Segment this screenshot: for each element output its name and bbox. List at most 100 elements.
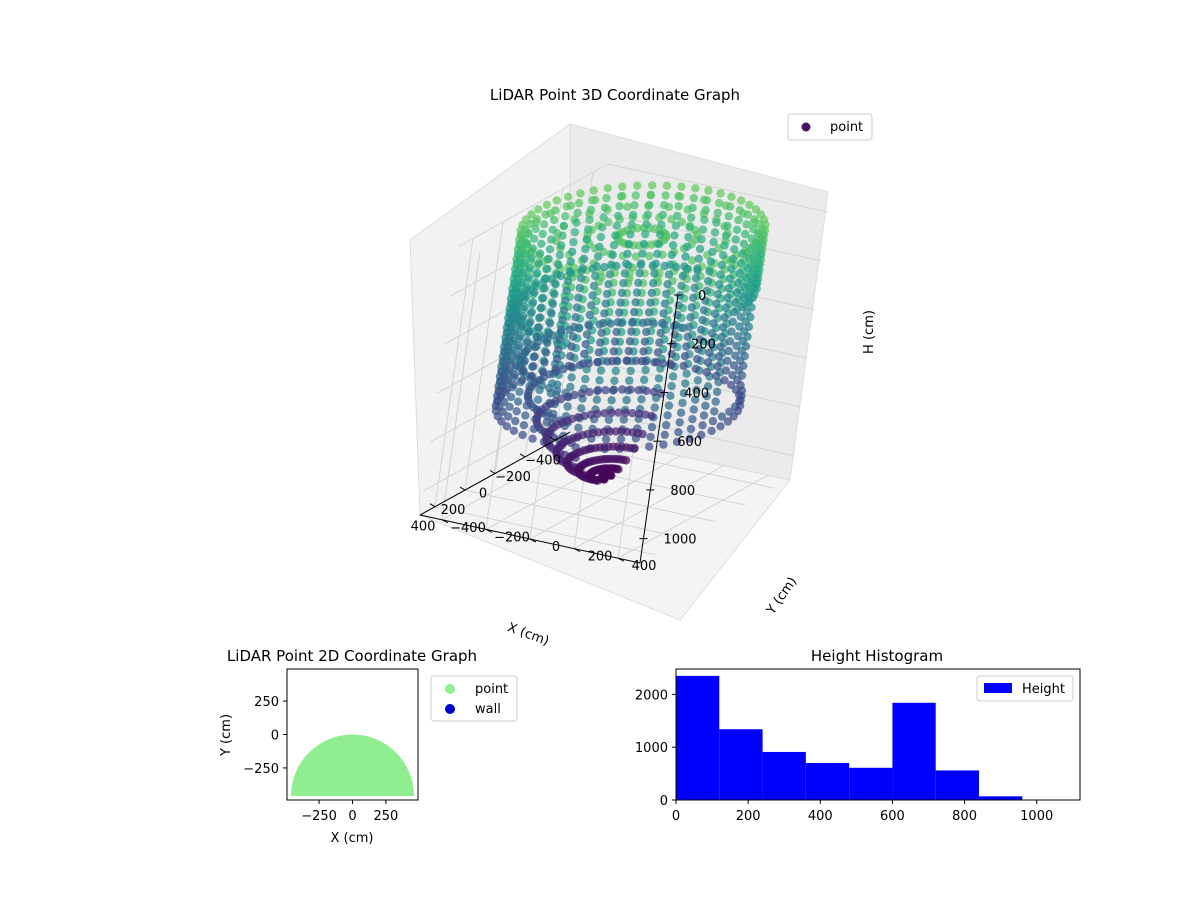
point-3d: [700, 215, 709, 224]
point-3d: [612, 221, 621, 230]
point-3d: [632, 288, 642, 297]
point-3d: [668, 241, 678, 250]
point-3d: [744, 322, 754, 331]
point-3d: [544, 254, 553, 264]
point-3d: [616, 434, 626, 444]
point-3d: [623, 202, 632, 211]
point-3d: [600, 309, 609, 318]
point-3d: [682, 264, 692, 273]
histogram-bar: [762, 751, 806, 800]
point-3d: [664, 401, 674, 410]
point-3d: [585, 387, 594, 397]
point-3d: [672, 437, 682, 447]
point-3d: [628, 409, 637, 418]
point-3d: [605, 270, 615, 279]
point-3d: [686, 424, 696, 434]
3d-x-label: X (cm): [505, 620, 551, 649]
point-3d: [703, 382, 713, 391]
point-3d: [658, 210, 667, 220]
point-3d: [644, 308, 654, 317]
point-3d: [707, 426, 716, 436]
3d-legend-label: point: [830, 120, 863, 135]
point-3d: [593, 357, 602, 367]
point-3d: [561, 296, 570, 305]
point-3d: [530, 352, 539, 361]
point-3d: [588, 291, 597, 300]
point-3d: [607, 396, 616, 405]
point-3d: [607, 408, 616, 417]
point-3d: [623, 249, 632, 259]
point-3d: [736, 259, 746, 268]
point-3d: [530, 234, 539, 243]
point-3d: [738, 249, 747, 258]
point-3d: [639, 239, 649, 249]
point-3d: [716, 342, 725, 351]
point-3d: [518, 312, 528, 321]
point-3d: [599, 213, 608, 222]
point-3d: [759, 215, 769, 224]
2d-legend-wall-label: wall: [475, 702, 501, 717]
point-3d: [626, 385, 635, 394]
point-3d: [708, 329, 717, 338]
point-3d: [660, 430, 669, 439]
point-3d: [517, 322, 526, 331]
point-3d: [701, 401, 710, 410]
point-3d: [552, 354, 562, 364]
point-3d: [624, 240, 634, 249]
point-3d: [549, 414, 558, 423]
point-3d: [705, 267, 714, 276]
point-3d: [604, 280, 613, 289]
point-3d: [579, 254, 589, 263]
point-3d: [611, 366, 620, 376]
point-3d: [691, 184, 700, 193]
histogram-legend: Height: [976, 675, 1074, 702]
y-tick-mark: [617, 557, 625, 562]
point-3d: [606, 319, 615, 328]
point-3d: [687, 303, 696, 312]
point-3d: [514, 297, 524, 307]
point-3d: [570, 228, 580, 237]
point-3d: [713, 290, 722, 299]
point-3d: [548, 299, 558, 309]
point-3d: [535, 249, 545, 258]
point-3d: [558, 231, 567, 240]
2d-y-tick-label: −250: [243, 762, 279, 777]
point-3d: [730, 307, 739, 317]
point-3d: [708, 247, 717, 257]
point-3d: [581, 244, 590, 254]
lidar-2d-title: LiDAR Point 2D Coordinate Graph: [227, 647, 477, 665]
point-3d: [575, 283, 585, 293]
point-3d: [682, 242, 692, 251]
point-3d: [675, 192, 685, 201]
point-3d: [503, 375, 513, 385]
point-3d: [627, 327, 636, 336]
point-3d: [731, 235, 740, 244]
point-3d: [649, 387, 659, 397]
point-3d: [679, 361, 688, 371]
point-3d: [595, 242, 604, 251]
point-3d: [634, 278, 643, 287]
point-3d: [532, 215, 542, 224]
point-3d: [577, 404, 586, 413]
histogram-bar: [849, 767, 893, 800]
2d-legend-point-marker: [445, 684, 455, 694]
point-3d: [750, 283, 759, 292]
point-3d: [757, 234, 766, 244]
point-3d: [692, 354, 702, 364]
point-3d: [647, 422, 657, 432]
z-tick-label: 600: [677, 435, 702, 450]
point-3d: [512, 361, 521, 370]
point-3d: [531, 342, 541, 351]
point-3d: [616, 192, 626, 201]
point-3d: [694, 254, 703, 263]
point-3d: [682, 342, 691, 351]
point-3d: [652, 357, 661, 367]
point-3d: [581, 340, 590, 349]
point-3d: [673, 211, 682, 221]
point-3d: [743, 332, 752, 341]
point-3d: [625, 376, 634, 385]
point-3d: [504, 412, 513, 421]
point-3d: [545, 383, 554, 393]
point-3d: [720, 241, 729, 250]
